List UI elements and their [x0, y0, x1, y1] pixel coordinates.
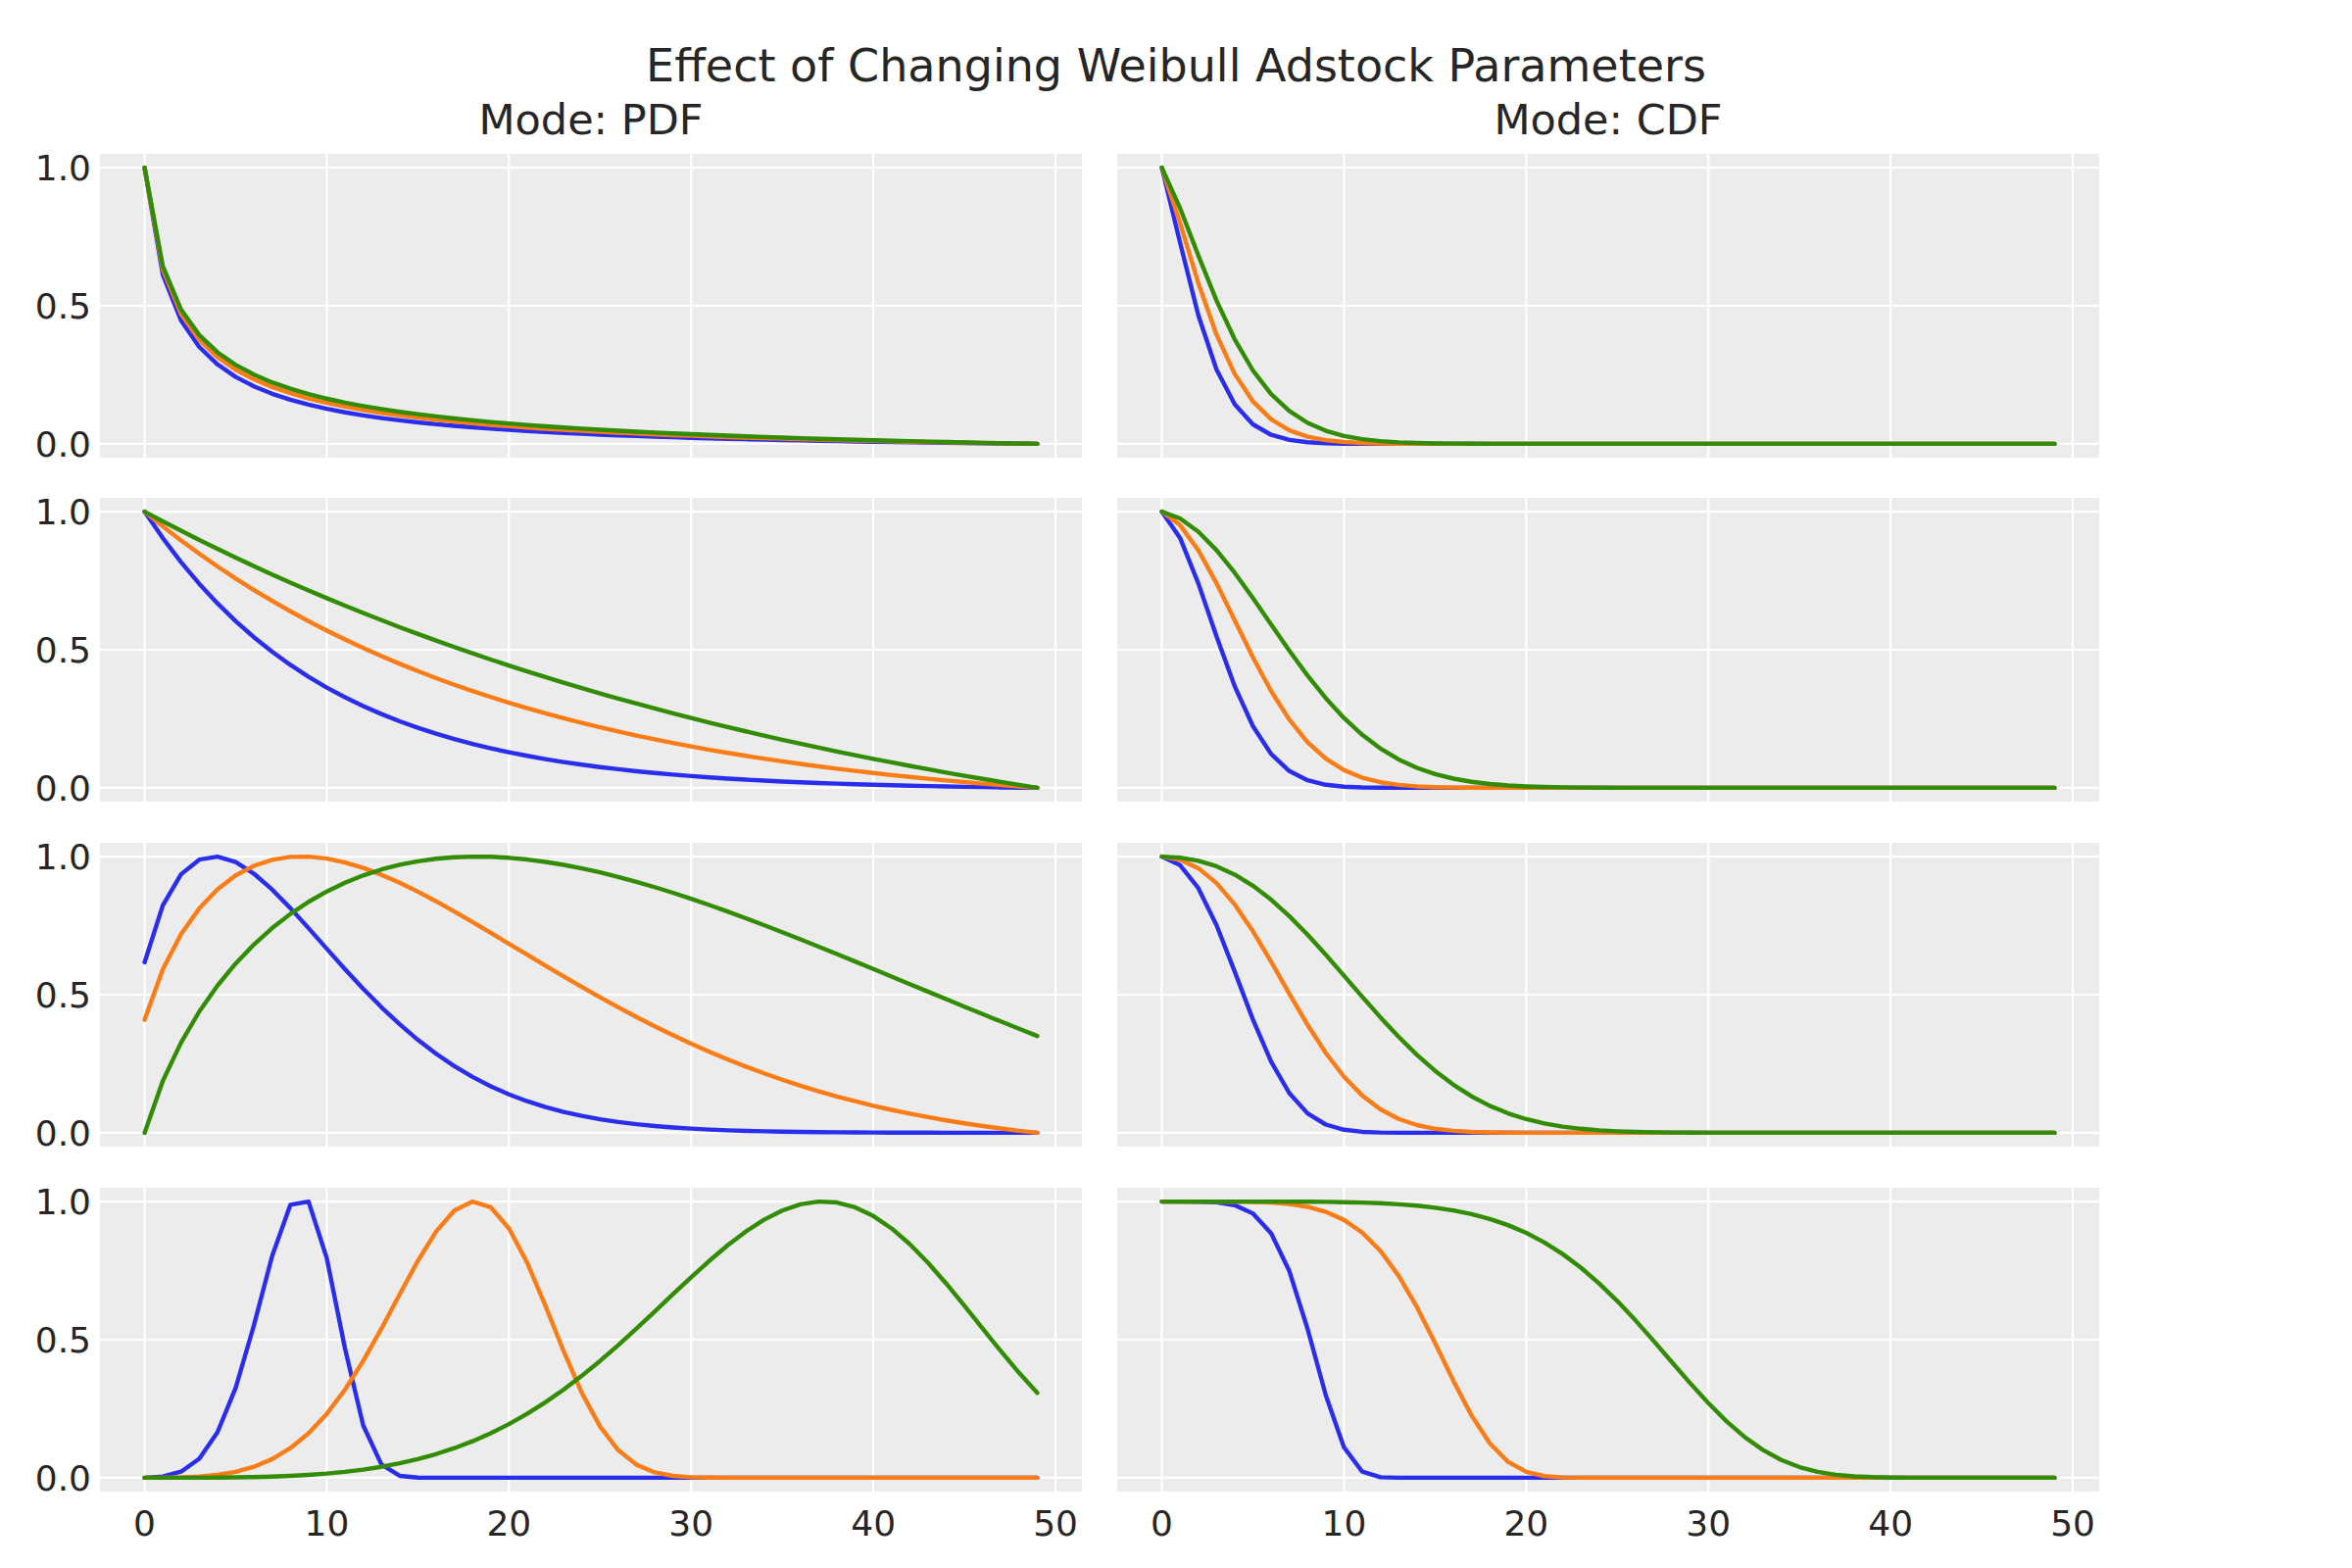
- y-tick-label-row3-0.0: 0.0: [35, 1112, 91, 1152]
- y-tick-label-row4-0.0: 0.0: [35, 1457, 91, 1497]
- y-tick-label-row3-1.0: 1.0: [35, 837, 91, 877]
- y-tick-label-row3-0.5: 0.5: [35, 975, 91, 1015]
- x-tick-label-col1-50: 50: [1033, 1503, 1078, 1544]
- plot-area: [100, 843, 1082, 1147]
- figure-title: Effect of Changing Weibull Adstock Param…: [0, 39, 2352, 92]
- y-tick-label-row4-1.0: 1.0: [35, 1182, 91, 1222]
- plot-area: [100, 498, 1082, 802]
- x-tick-label-col2-40: 40: [1868, 1503, 1913, 1544]
- plot-area: [1117, 498, 2099, 802]
- subplot-row3-pdf: [100, 843, 1082, 1147]
- subplot-row3-cdf: [1117, 843, 2099, 1147]
- y-tick-label-row1-0.0: 0.0: [35, 423, 91, 464]
- subplot-row1-cdf: [1117, 154, 2099, 458]
- x-tick-label-col2-30: 30: [1686, 1503, 1731, 1544]
- x-tick-label-col2-20: 20: [1503, 1503, 1548, 1544]
- x-tick-label-col1-30: 30: [668, 1503, 713, 1544]
- x-tick-label-col2-0: 0: [1151, 1503, 1173, 1544]
- column-title-pdf: Mode: PDF: [100, 95, 1082, 144]
- y-tick-label-row2-1.0: 1.0: [35, 492, 91, 532]
- subplot-row2-cdf: [1117, 498, 2099, 802]
- x-tick-label-col2-50: 50: [2050, 1503, 2095, 1544]
- plot-area: [1117, 843, 2099, 1147]
- column-title-cdf: Mode: CDF: [1117, 95, 2099, 144]
- subplot-row2-pdf: [100, 498, 1082, 802]
- subplot-row1-pdf: [100, 154, 1082, 458]
- y-tick-label-row2-0.0: 0.0: [35, 767, 91, 808]
- x-tick-label-col1-20: 20: [486, 1503, 531, 1544]
- x-tick-label-col1-10: 10: [305, 1503, 350, 1544]
- plot-area: [100, 154, 1082, 458]
- weibull-adstock-figure: Effect of Changing Weibull Adstock Param…: [0, 0, 2352, 1568]
- plot-area: [1117, 1188, 2099, 1492]
- x-tick-label-col1-40: 40: [851, 1503, 896, 1544]
- subplot-row4-pdf: [100, 1188, 1082, 1492]
- y-tick-label-row1-0.5: 0.5: [35, 286, 91, 326]
- plot-area: [100, 1188, 1082, 1492]
- plot-area: [1117, 154, 2099, 458]
- x-tick-label-col1-0: 0: [133, 1503, 156, 1544]
- subplot-row4-cdf: [1117, 1188, 2099, 1492]
- y-tick-label-row1-1.0: 1.0: [35, 148, 91, 188]
- x-tick-label-col2-10: 10: [1322, 1503, 1367, 1544]
- y-tick-label-row2-0.5: 0.5: [35, 630, 91, 670]
- y-tick-label-row4-0.5: 0.5: [35, 1320, 91, 1360]
